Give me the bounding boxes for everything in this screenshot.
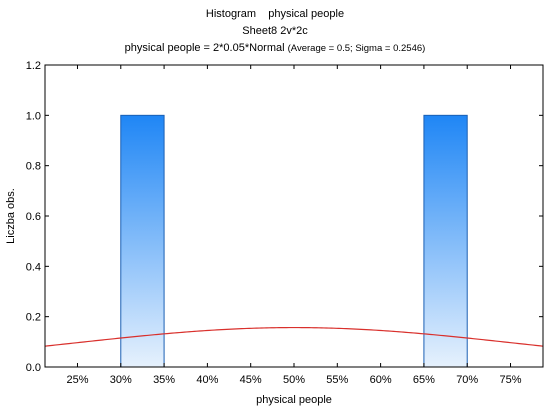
y-tick-label: 1.2 <box>26 60 41 72</box>
y-tick-label: 0.4 <box>26 261 41 273</box>
x-tick-label: 30% <box>110 374 132 386</box>
formula-params: (Average = 0.5; Sigma = 0.2546) <box>287 43 426 54</box>
x-tick-label: 35% <box>153 374 175 386</box>
histogram-bar-1 <box>120 114 165 368</box>
y-tick-label: 0.2 <box>26 312 41 324</box>
axes-layer: 25% 30% 35% 40% 45% 50% 55% 60% 65% 70% 75% 0.0 0.2 0… <box>26 60 543 386</box>
x-tick-label: 60% <box>370 374 392 386</box>
x-axis-label: physical people <box>256 394 332 406</box>
y-tick-label: 0.0 <box>26 362 41 374</box>
chart-title-block: Histogram physical people Sheet8 2v*2c p… <box>0 6 550 57</box>
x-tick-label: 50% <box>283 374 305 386</box>
formula-main: physical people = 2*0.05*Normal <box>124 42 288 54</box>
normal-curve <box>44 326 544 347</box>
histogram-bar-2 <box>423 114 468 368</box>
x-tick-label: 25% <box>66 374 88 386</box>
x-tick-label: 45% <box>240 374 262 386</box>
x-tick-label: 75% <box>500 374 522 386</box>
y-tick-label: 1.0 <box>26 110 41 122</box>
x-tick-label: 70% <box>456 374 478 386</box>
x-tick-label: 40% <box>196 374 218 386</box>
x-tick-label: 65% <box>413 374 435 386</box>
plot-frame <box>44 64 544 368</box>
bars-layer <box>120 114 468 368</box>
chart-formula: physical people = 2*0.05*Normal (Average… <box>0 40 550 57</box>
y-axis-label: Liczba obs. <box>5 188 17 244</box>
y-tick-label: 0.8 <box>26 161 41 173</box>
y-tick-label: 0.6 <box>26 211 41 223</box>
x-tick-label: 55% <box>326 374 348 386</box>
chart-title: Histogram physical people <box>205 8 345 20</box>
chart-subtitle: Sheet8 2v*2c <box>242 25 308 37</box>
